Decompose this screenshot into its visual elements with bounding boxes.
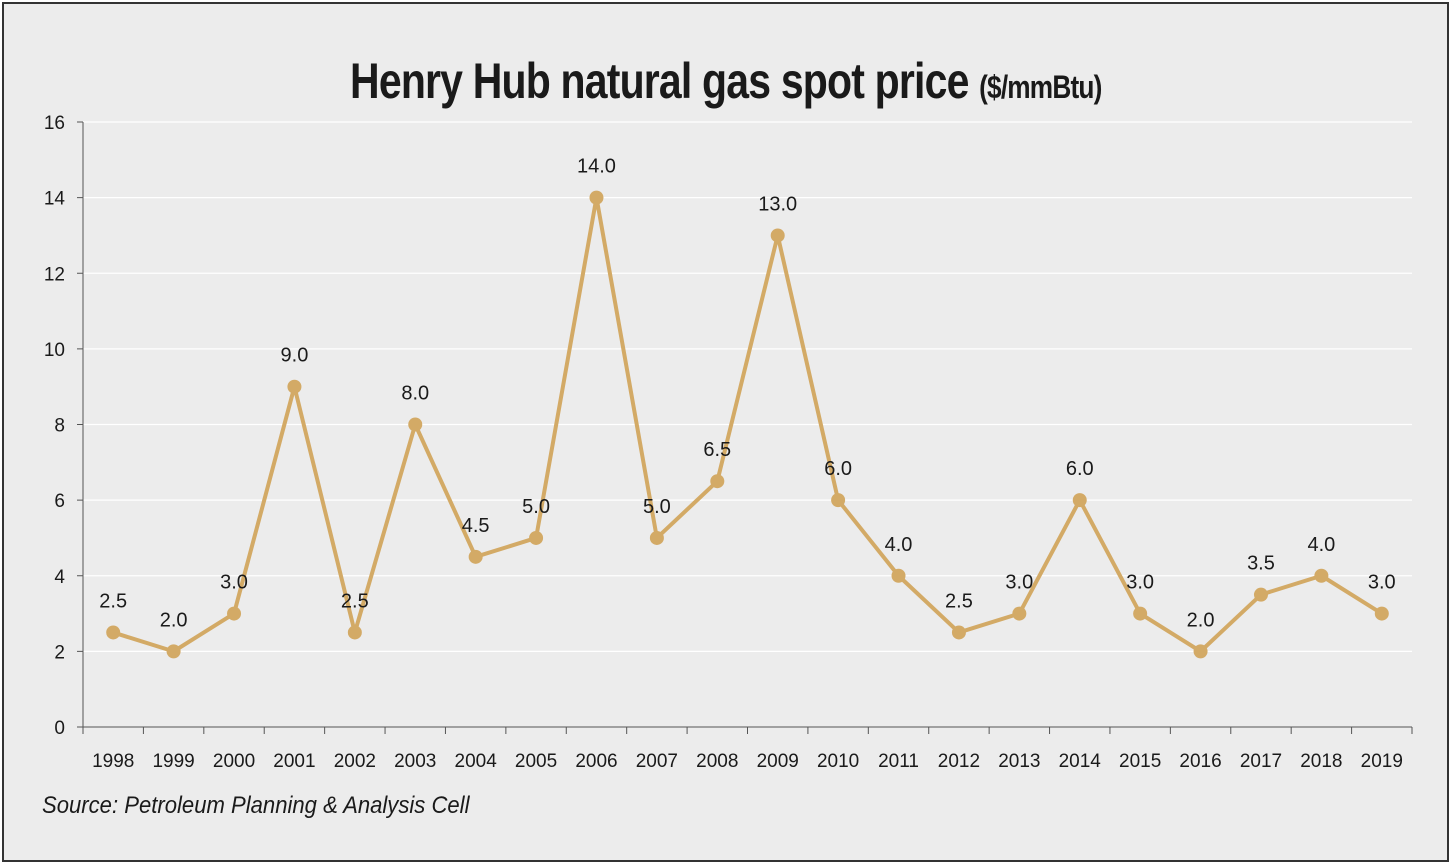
axes: 0 2 4 6 8 10 12 14 16 1998 1999 2000 2001 2002 2003 200…	[44, 113, 1413, 772]
data-point-2012	[951, 625, 966, 640]
data-label-2003: 8.0	[401, 383, 429, 405]
x-tick-label-2019: 2019	[1361, 751, 1403, 772]
data-label-2004: 4.5	[462, 515, 490, 537]
data-point-2015	[1133, 606, 1148, 621]
data-point-2007	[649, 530, 664, 545]
data-point-2011	[891, 568, 906, 583]
y-tick-label: 8	[54, 416, 65, 437]
data-point-2019	[1374, 606, 1389, 621]
x-tick-label-1998: 1998	[92, 751, 134, 772]
chart-title: Henry Hub natural gas spot price ($/mmBt…	[131, 52, 1321, 110]
x-tick-label-2013: 2013	[998, 751, 1040, 772]
data-labels: 2.5 2.0 3.0 9.0 2.5 8.0 4.5 5.0 14.0 5.0 6.5 13.0 6.…	[99, 156, 1395, 632]
data-label-2017: 3.5	[1247, 553, 1275, 575]
x-tick-label-2006: 2006	[575, 751, 617, 772]
data-label-2018: 4.0	[1307, 534, 1335, 556]
y-tick-label: 4	[54, 567, 65, 588]
x-tick-label-2011: 2011	[878, 751, 919, 772]
data-point-2013	[1012, 606, 1027, 621]
data-point-2006	[589, 190, 604, 205]
data-point-2014	[1072, 493, 1087, 508]
y-tick-label: 12	[44, 264, 65, 285]
data-label-1999: 2.0	[160, 609, 188, 631]
data-label-2007: 5.0	[643, 496, 671, 518]
data-point-2017	[1253, 587, 1268, 602]
data-label-2019: 3.0	[1368, 572, 1396, 594]
x-tick-label-2015: 2015	[1119, 751, 1161, 772]
data-point-2005	[529, 530, 544, 545]
data-label-2000: 3.0	[220, 572, 248, 594]
x-tick-label-2017: 2017	[1240, 751, 1282, 772]
x-tick-label-2009: 2009	[757, 751, 799, 772]
data-point-2000	[227, 606, 242, 621]
series-line	[112, 195, 1383, 654]
data-label-2014: 6.0	[1066, 458, 1094, 480]
data-label-2009: 13.0	[758, 193, 797, 215]
x-tick-label-2004: 2004	[455, 751, 498, 772]
data-label-2008: 6.5	[703, 439, 731, 461]
gridlines	[83, 121, 1412, 652]
x-tick-label-2001: 2001	[273, 751, 315, 772]
y-tick-label: 6	[54, 491, 65, 512]
x-tick-label-2014: 2014	[1059, 751, 1102, 772]
data-point-2003	[408, 417, 423, 432]
data-point-2002	[347, 625, 362, 640]
data-point-2001	[287, 379, 302, 394]
data-label-2012: 2.5	[945, 590, 973, 612]
x-tick-label-2000: 2000	[213, 751, 255, 772]
data-point-2008	[710, 474, 725, 489]
y-tick-label: 0	[54, 718, 65, 739]
data-point-1998	[106, 625, 121, 640]
data-point-2009	[770, 228, 785, 243]
source-note: Source: Petroleum Planning & Analysis Ce…	[42, 792, 470, 819]
data-label-2010: 6.0	[824, 458, 852, 480]
data-label-2016: 2.0	[1187, 609, 1215, 631]
x-tick-label-2005: 2005	[515, 751, 557, 772]
x-tick-label-2018: 2018	[1300, 751, 1342, 772]
data-label-2013: 3.0	[1005, 572, 1033, 594]
data-point-2016	[1193, 644, 1208, 659]
x-tick-label-2007: 2007	[636, 751, 678, 772]
price-series	[106, 190, 1389, 659]
data-label-2006: 14.0	[577, 156, 616, 178]
x-tick-label-2012: 2012	[938, 751, 980, 772]
y-tick-label: 10	[44, 340, 65, 361]
data-label-2001: 9.0	[281, 345, 309, 367]
data-label-1998: 2.5	[99, 590, 127, 612]
data-label-2011: 4.0	[885, 534, 913, 556]
data-label-2002: 2.5	[341, 590, 369, 612]
data-point-2010	[831, 493, 846, 508]
x-tick-label-2010: 2010	[817, 751, 859, 772]
data-label-2015: 3.0	[1126, 572, 1154, 594]
x-tick-label-1999: 1999	[152, 751, 194, 772]
x-tick-label-2002: 2002	[334, 751, 376, 772]
y-tick-label: 2	[54, 642, 65, 663]
data-point-2018	[1314, 568, 1329, 583]
data-label-2005: 5.0	[522, 496, 550, 518]
chart-title-main: Henry Hub natural gas spot price	[350, 53, 969, 109]
data-point-2004	[468, 549, 483, 564]
x-tick-label-2008: 2008	[696, 751, 738, 772]
chart-title-unit: ($/mmBtu)	[979, 69, 1102, 105]
data-point-1999	[166, 644, 181, 659]
y-tick-label: 14	[44, 189, 66, 210]
x-tick-label-2016: 2016	[1179, 751, 1221, 772]
y-tick-label: 16	[44, 113, 65, 134]
x-tick-label-2003: 2003	[394, 751, 436, 772]
